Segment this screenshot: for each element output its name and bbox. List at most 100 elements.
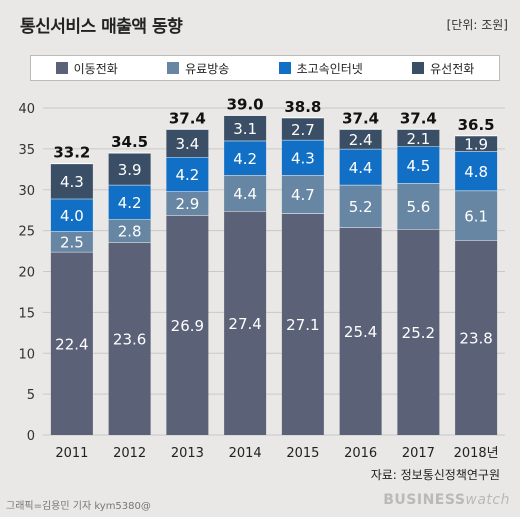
data-label-wired-6: 2.1	[406, 130, 430, 148]
bar-broadband-4	[281, 139, 324, 176]
legend-swatch-mobile	[55, 62, 68, 74]
data-label-paytv-3: 4.4	[233, 185, 257, 203]
stacked-bar-chart: 0 5 10 15 20 25 30 35 40 22.4 2.5 4.0 4.3 33.2 2011 23.…	[18, 95, 505, 461]
bar-broadband-2	[166, 157, 209, 192]
data-label-mobile-0: 22.4	[55, 335, 88, 353]
y-tick-label-0: 0	[27, 429, 35, 444]
x-tick-label-3: 2014	[229, 446, 262, 461]
legend-label-wired: 유선전화	[430, 61, 475, 76]
data-label-mobile-5: 25.4	[344, 323, 377, 341]
total-label-5: 37.4	[342, 109, 379, 127]
data-label-wired-5: 2.4	[349, 131, 373, 149]
bar-broadband-3	[224, 140, 267, 176]
bar-broadband-1	[108, 184, 151, 220]
brand-bold: BUSINESS	[383, 492, 466, 508]
bar-wired-0	[50, 163, 93, 199]
data-label-mobile-2: 26.9	[171, 317, 204, 335]
data-label-wired-7: 1.9	[464, 136, 488, 154]
legend-swatch-wired	[412, 62, 425, 74]
y-tick-label-35: 35	[18, 143, 35, 158]
x-tick-label-1: 2012	[113, 446, 146, 461]
brand-logo: BUSINESSwatch	[383, 492, 510, 508]
bar-paytv-0	[50, 231, 93, 252]
bar-paytv-6	[397, 183, 440, 229]
bar-mobile-4	[281, 213, 324, 435]
unit-label: [단위: 조원]	[446, 18, 508, 32]
data-label-mobile-1: 23.6	[113, 331, 146, 349]
bar-paytv-7	[455, 190, 498, 241]
source-note: 자료: 정보통신정책연구원	[370, 468, 500, 482]
data-label-broadband-1: 4.2	[118, 194, 142, 212]
total-label-2: 37.4	[169, 109, 206, 127]
x-tick-label-7: 2018년	[454, 446, 499, 461]
data-label-mobile-4: 27.1	[286, 316, 319, 334]
legend-label-paytv: 유료방송	[185, 61, 230, 76]
legend-item-broadband: 초고속인터넷	[278, 60, 363, 77]
data-label-broadband-4: 4.3	[291, 149, 315, 167]
y-tick-label-25: 25	[18, 225, 35, 240]
x-tick-label-5: 2016	[344, 446, 377, 461]
data-label-paytv-7: 6.1	[464, 208, 488, 226]
chart-title: 통신서비스 매출액 동향	[20, 17, 183, 37]
total-label-0: 33.2	[53, 144, 90, 162]
data-label-paytv-5: 5.2	[349, 198, 373, 216]
data-label-paytv-2: 2.9	[175, 195, 199, 213]
total-label-3: 39.0	[227, 95, 264, 113]
total-label-4: 38.8	[284, 98, 321, 116]
y-tick-label-30: 30	[18, 184, 35, 199]
bar-mobile-1	[108, 242, 151, 435]
bar-mobile-5	[339, 227, 382, 435]
data-label-broadband-5: 4.4	[349, 159, 373, 177]
bar-mobile-0	[50, 251, 93, 435]
data-label-mobile-6: 25.2	[402, 324, 435, 342]
bar-wired-6	[397, 129, 440, 147]
y-tick-label-15: 15	[18, 306, 35, 321]
legend: 이동전화 유료방송 초고속인터넷 유선전화	[30, 55, 500, 81]
y-tick-label-10: 10	[18, 347, 35, 362]
data-label-paytv-1: 2.8	[118, 223, 142, 241]
total-label-7: 36.5	[458, 116, 495, 134]
bar-broadband-0	[50, 198, 93, 232]
bar-mobile-2	[166, 215, 209, 435]
bar-wired-2	[166, 129, 209, 158]
data-label-wired-0: 4.3	[60, 173, 84, 191]
x-tick-label-0: 2011	[55, 446, 88, 461]
x-tick-label-2: 2013	[171, 446, 204, 461]
bar-mobile-6	[397, 228, 440, 435]
y-tick-label-5: 5	[27, 388, 35, 403]
x-tick-label-6: 2017	[402, 446, 435, 461]
data-label-paytv-0: 2.5	[60, 234, 84, 252]
data-label-broadband-7: 4.8	[464, 163, 488, 181]
data-label-wired-3: 3.1	[233, 120, 257, 138]
bar-wired-3	[224, 115, 267, 141]
legend-swatch-paytv	[167, 62, 180, 74]
bar-paytv-2	[166, 191, 209, 216]
total-label-6: 37.4	[400, 109, 437, 127]
data-label-broadband-2: 4.2	[175, 166, 199, 184]
graphic-credit: 그래픽=김용민 기자 kym5380@	[6, 501, 151, 512]
legend-item-mobile: 이동전화	[55, 60, 118, 77]
data-label-broadband-6: 4.5	[406, 157, 430, 175]
data-label-paytv-6: 5.6	[406, 198, 430, 216]
legend-item-paytv: 유료방송	[167, 60, 229, 77]
bar-broadband-5	[339, 148, 382, 185]
data-label-broadband-0: 4.0	[60, 207, 84, 225]
bar-wired-5	[339, 129, 382, 149]
data-label-broadband-3: 4.2	[233, 150, 257, 168]
data-label-wired-4: 2.7	[291, 121, 315, 139]
legend-swatch-broadband	[278, 62, 291, 74]
legend-label-mobile: 이동전화	[73, 61, 118, 76]
data-label-mobile-7: 23.8	[459, 330, 492, 348]
bar-broadband-6	[397, 146, 440, 184]
bar-paytv-3	[224, 175, 267, 212]
bar-paytv-5	[339, 184, 382, 228]
bar-wired-1	[108, 152, 151, 185]
bar-wired-4	[281, 117, 324, 140]
legend-label-broadband: 초고속인터넷	[296, 61, 363, 76]
x-tick-label-4: 2015	[286, 446, 319, 461]
bar-mobile-3	[224, 211, 267, 435]
data-label-wired-1: 3.9	[118, 161, 142, 179]
data-label-paytv-4: 4.7	[291, 186, 315, 204]
bar-wired-7	[455, 135, 498, 152]
data-label-mobile-3: 27.4	[228, 315, 261, 333]
